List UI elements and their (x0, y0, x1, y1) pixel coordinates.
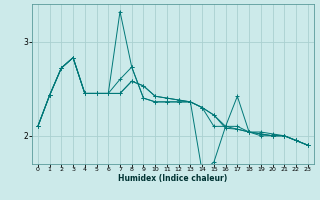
X-axis label: Humidex (Indice chaleur): Humidex (Indice chaleur) (118, 174, 228, 183)
